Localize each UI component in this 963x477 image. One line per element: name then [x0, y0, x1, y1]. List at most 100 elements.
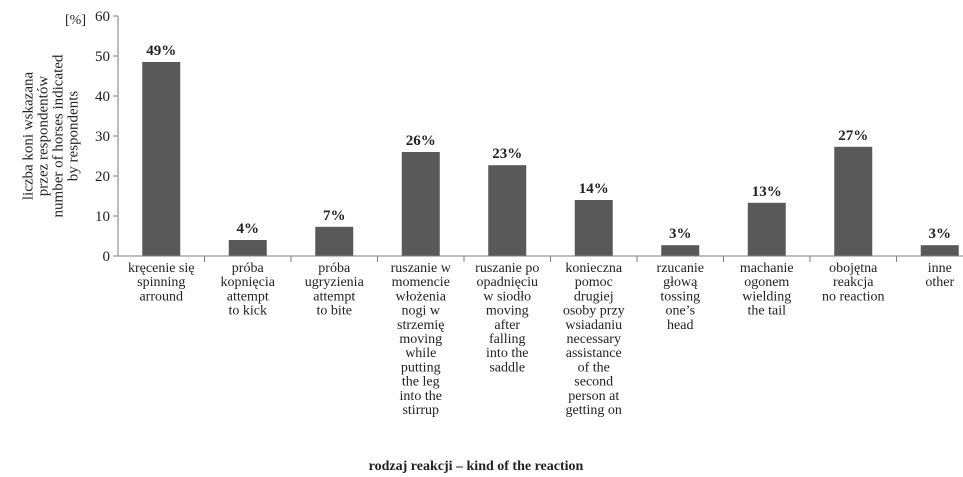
data-label-0: 49%	[146, 43, 176, 59]
category-label-5-line-2: drugiej	[574, 289, 614, 304]
category-label-3-line-4: strzemię	[397, 318, 444, 333]
category-label-0-line-2: arround	[139, 289, 183, 304]
category-label-9-line-0: inne	[928, 261, 952, 276]
category-label-5-line-1: pomoc	[575, 275, 613, 290]
category-label-5-line-4: wsiadaniu	[565, 318, 622, 333]
category-label-0-line-1: spinning	[137, 275, 185, 290]
data-label-6: 3%	[669, 226, 692, 242]
category-label-7-line-2: wielding	[742, 289, 791, 304]
category-label-0-line-0: kręcenie się	[128, 261, 194, 276]
category-label-5-line-0: konieczna	[565, 261, 623, 276]
data-label-1: 4%	[237, 221, 260, 237]
category-label-8: obojętna reakcja no reaction	[822, 261, 885, 304]
category-label-8-line-0: obojętna	[829, 261, 878, 276]
data-label-8: 27%	[838, 128, 868, 144]
bars: 49% 4% 7% 26% 23% 14% 3% 13% 27% 3%	[142, 43, 959, 256]
category-label-3-line-5: moving	[399, 332, 442, 347]
category-label-1-line-3: to kick	[229, 304, 268, 319]
category-label-7-line-0: machanie	[740, 261, 794, 276]
category-label-6-line-2: tossing	[660, 289, 700, 304]
bar-3	[401, 152, 440, 256]
category-label-4-line-7: saddle	[489, 360, 525, 375]
category-label-3-line-9: into the	[400, 389, 442, 404]
y-tick-label-6: 60	[95, 9, 110, 25]
y-tick-label-3: 30	[95, 129, 110, 145]
y-axis-title: liczba koni wskazanaprzez respondentównu…	[21, 54, 82, 217]
category-label-2-line-3: to bite	[317, 304, 352, 319]
y-axis: 0 10 20 30 40 50 60	[95, 9, 118, 265]
category-label-5-line-7: of the	[578, 360, 610, 375]
category-label-6-line-4: head	[667, 318, 693, 333]
category-label-2-line-2: attempt	[313, 289, 355, 304]
category-label-3-line-3: nogi w	[402, 304, 441, 319]
category-label-6-line-1: głową	[663, 275, 698, 290]
category-label-1: próba kopnięcia attempt to kick	[221, 261, 276, 319]
bar-7	[747, 202, 786, 256]
category-label-4-line-3: moving	[486, 304, 529, 319]
y-tick-label-5: 50	[95, 49, 110, 65]
x-axis-title: rodzaj reakcji – kind of the reaction	[369, 459, 584, 474]
category-label-6-line-3: one’s	[665, 304, 695, 319]
category-label-3-line-0: ruszanie w	[391, 261, 452, 276]
category-label-1-line-0: próba	[232, 261, 265, 276]
category-label-8-line-1: reakcja	[833, 275, 874, 290]
category-label-1-line-1: kopnięcia	[221, 275, 276, 290]
category-label-5-line-3: osoby przy	[563, 304, 625, 319]
category-label-6: rzucanie głową tossing one’s head	[657, 261, 704, 333]
category-label-4-line-1: opadnięciu	[477, 275, 538, 290]
category-label-5-line-5: necessary	[567, 332, 621, 347]
bar-1	[228, 240, 267, 256]
bar-8	[834, 146, 873, 256]
category-label-3-line-1: momencie	[392, 275, 450, 290]
category-label-2-line-0: próba	[318, 261, 351, 276]
bar-6	[661, 245, 700, 256]
category-label-4-line-0: ruszanie po	[475, 261, 539, 276]
data-label-4: 23%	[492, 146, 522, 162]
bar-0	[142, 62, 181, 256]
category-label-3-line-7: putting	[401, 360, 441, 375]
category-label-5-line-6: assistance	[566, 346, 622, 361]
category-label-7-line-1: ogonem	[744, 275, 789, 290]
y-axis-title-line-2: number of horses indicated	[51, 54, 67, 217]
data-label-5: 14%	[579, 181, 609, 197]
category-label-7: machanie ogonem wielding the tail	[740, 261, 794, 319]
category-label-9: inne other	[925, 261, 954, 290]
category-label-4-line-5: falling	[489, 332, 526, 347]
category-label-7-line-3: the tail	[748, 304, 787, 319]
data-label-7: 13%	[752, 184, 782, 200]
category-label-3: ruszanie w momencie włożenia nogi w strzemię…	[391, 261, 452, 418]
y-axis-title-text: liczba koni wskazanaprzez respondentównu…	[21, 54, 82, 217]
bar-4	[488, 165, 527, 256]
category-label-0: kręcenie się spinning arround	[128, 261, 194, 304]
bar-9	[920, 245, 959, 256]
data-label-9: 3%	[929, 226, 952, 242]
data-label-3: 26%	[406, 133, 436, 149]
category-label-4-line-4: after	[494, 318, 520, 333]
category-label-6-line-0: rzucanie	[657, 261, 704, 276]
y-axis-title-line-1: przez respondentów	[36, 76, 52, 197]
category-label-4: ruszanie po opadnięciu w siodło moving after…	[475, 261, 539, 375]
category-label-5-line-10: getting on	[566, 403, 622, 418]
category-label-5-line-8: second	[574, 375, 613, 390]
category-label-8-line-2: no reaction	[822, 289, 885, 304]
category-label-2-line-1: ugryzienia	[305, 275, 365, 290]
category-label-2: próba ugryzienia attempt to bite	[305, 261, 365, 319]
y-tick-label-0: 0	[103, 249, 111, 265]
y-axis-unit: [%]	[65, 13, 86, 28]
category-label-4-line-2: w siodło	[483, 289, 531, 304]
category-label-3-line-8: the leg	[402, 375, 440, 390]
category-label-9-line-1: other	[925, 275, 954, 290]
category-label-5: konieczna pomoc drugiej osoby przy wsiadaniu…	[563, 261, 625, 418]
category-label-3-line-10: stirrup	[402, 403, 439, 418]
bar-2	[315, 226, 354, 256]
y-tick-label-1: 10	[95, 209, 110, 225]
y-axis-title-line-0: liczba koni wskazana	[21, 72, 37, 201]
category-label-1-line-2: attempt	[227, 289, 269, 304]
category-label-3-line-2: włożenia	[395, 289, 446, 304]
category-label-5-line-9: person at	[568, 389, 619, 404]
category-label-4-line-6: into the	[486, 346, 528, 361]
category-label-3-line-6: while	[405, 346, 436, 361]
y-tick-label-2: 20	[95, 169, 110, 185]
